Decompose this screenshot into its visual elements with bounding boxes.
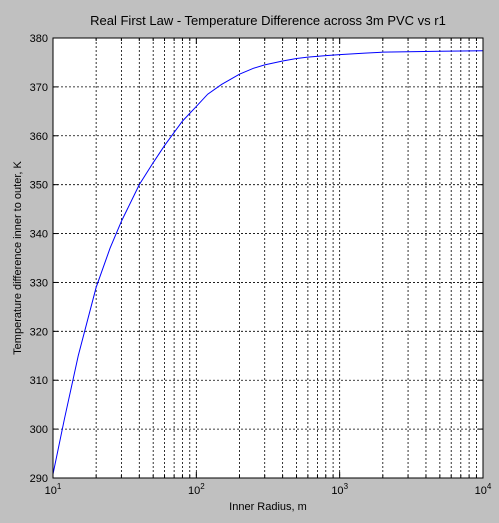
y-tick-label: 370 [30,82,48,94]
x-tick-labels: 101 102 103 104 [45,482,492,497]
x-tick-base: 10 [475,485,487,497]
series-line [52,50,484,475]
y-tick-label: 330 [30,277,48,289]
chart-title: Real First Law - Temperature Difference … [90,13,446,28]
x-tick-label: 103 [331,482,348,497]
x-tick-label: 102 [188,482,205,497]
y-tick-label: 310 [30,375,48,387]
x-tick-base: 10 [188,485,200,497]
x-tick-exponent: 3 [344,482,349,491]
y-tick-label: 360 [30,131,48,143]
x-tick-exponent: 2 [200,482,205,491]
y-tick-label: 340 [30,229,48,241]
x-tick-label: 101 [45,482,62,497]
grid [52,37,484,479]
y-tick-label: 320 [30,326,48,338]
x-tick-exponent: 4 [487,482,492,491]
y-tick-labels: 290 300 310 320 330 340 350 360 370 380 [30,33,48,485]
y-tick-label: 350 [30,180,48,192]
x-tick-label: 104 [475,482,492,497]
plot-area [53,38,483,478]
plot-frame [52,37,484,479]
x-tick-exponent: 1 [57,482,62,491]
y-tick-label: 290 [30,473,48,485]
x-tick-base: 10 [45,485,57,497]
x-tick-base: 10 [331,485,343,497]
x-axis-label: Inner Radius, m [229,501,307,513]
y-axis-label: Temperature difference inner to outer, K [12,161,24,355]
y-tick-label: 300 [30,424,48,436]
ticks [52,37,484,479]
y-tick-label: 380 [30,33,48,45]
